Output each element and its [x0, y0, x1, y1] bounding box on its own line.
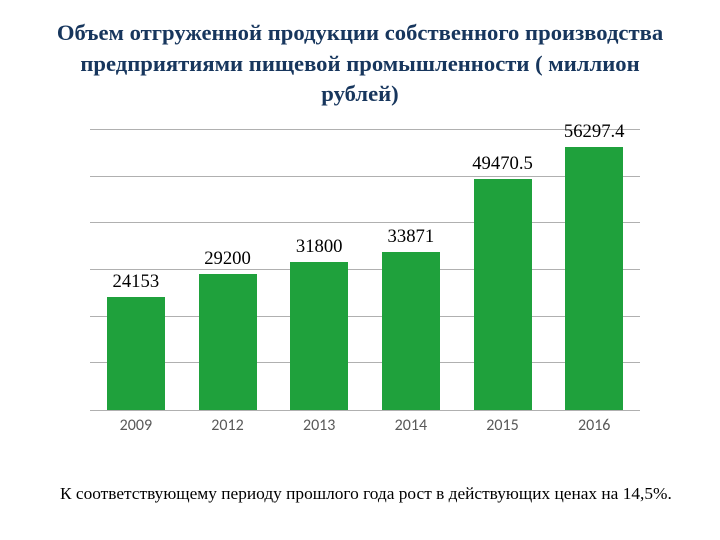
x-axis-label: 2012 [182, 416, 274, 435]
plot-area: 24153292003180033871 49470.556297.4 [90, 130, 640, 411]
bar [107, 297, 165, 410]
revenue-chart: 2415329200318003387149470.556297.4 20092… [90, 130, 640, 440]
x-axis-label: 2013 [273, 416, 365, 435]
footnote-text: К соответствующему периоду прошлого года… [60, 484, 672, 504]
bar-slot: 24153 [90, 130, 182, 410]
bar-slot: 29200 [182, 130, 274, 410]
x-axis-label: 2014 [365, 416, 457, 435]
x-axis-label: 2009 [90, 416, 182, 435]
bar-slot: 33871 [365, 130, 457, 410]
x-axis-label: 2015 [457, 416, 549, 435]
x-axis-labels: 200920122013201420152016 [90, 416, 640, 435]
bar-value-label: 33871 [365, 226, 457, 248]
bar-value-label: 24153 [90, 271, 182, 293]
bars-container: 24153292003180033871 49470.556297.4 [90, 130, 640, 410]
bar-value-label: 49470.5 [457, 153, 549, 175]
bar [565, 147, 623, 410]
bar-slot: 31800 [273, 130, 365, 410]
bar [382, 252, 440, 410]
chart-title: Объем отгруженной продукции собственного… [0, 18, 720, 110]
x-axis-label: 2016 [548, 416, 640, 435]
bar-value-label: 56297.4 [548, 121, 640, 143]
bar-value-label: 29200 [182, 248, 274, 270]
bar [199, 274, 257, 410]
bar-slot: 49470.5 [457, 130, 549, 410]
bar-slot: 56297.4 [548, 130, 640, 410]
bar [474, 179, 532, 410]
bar-value-label: 31800 [273, 236, 365, 258]
bar [290, 262, 348, 410]
